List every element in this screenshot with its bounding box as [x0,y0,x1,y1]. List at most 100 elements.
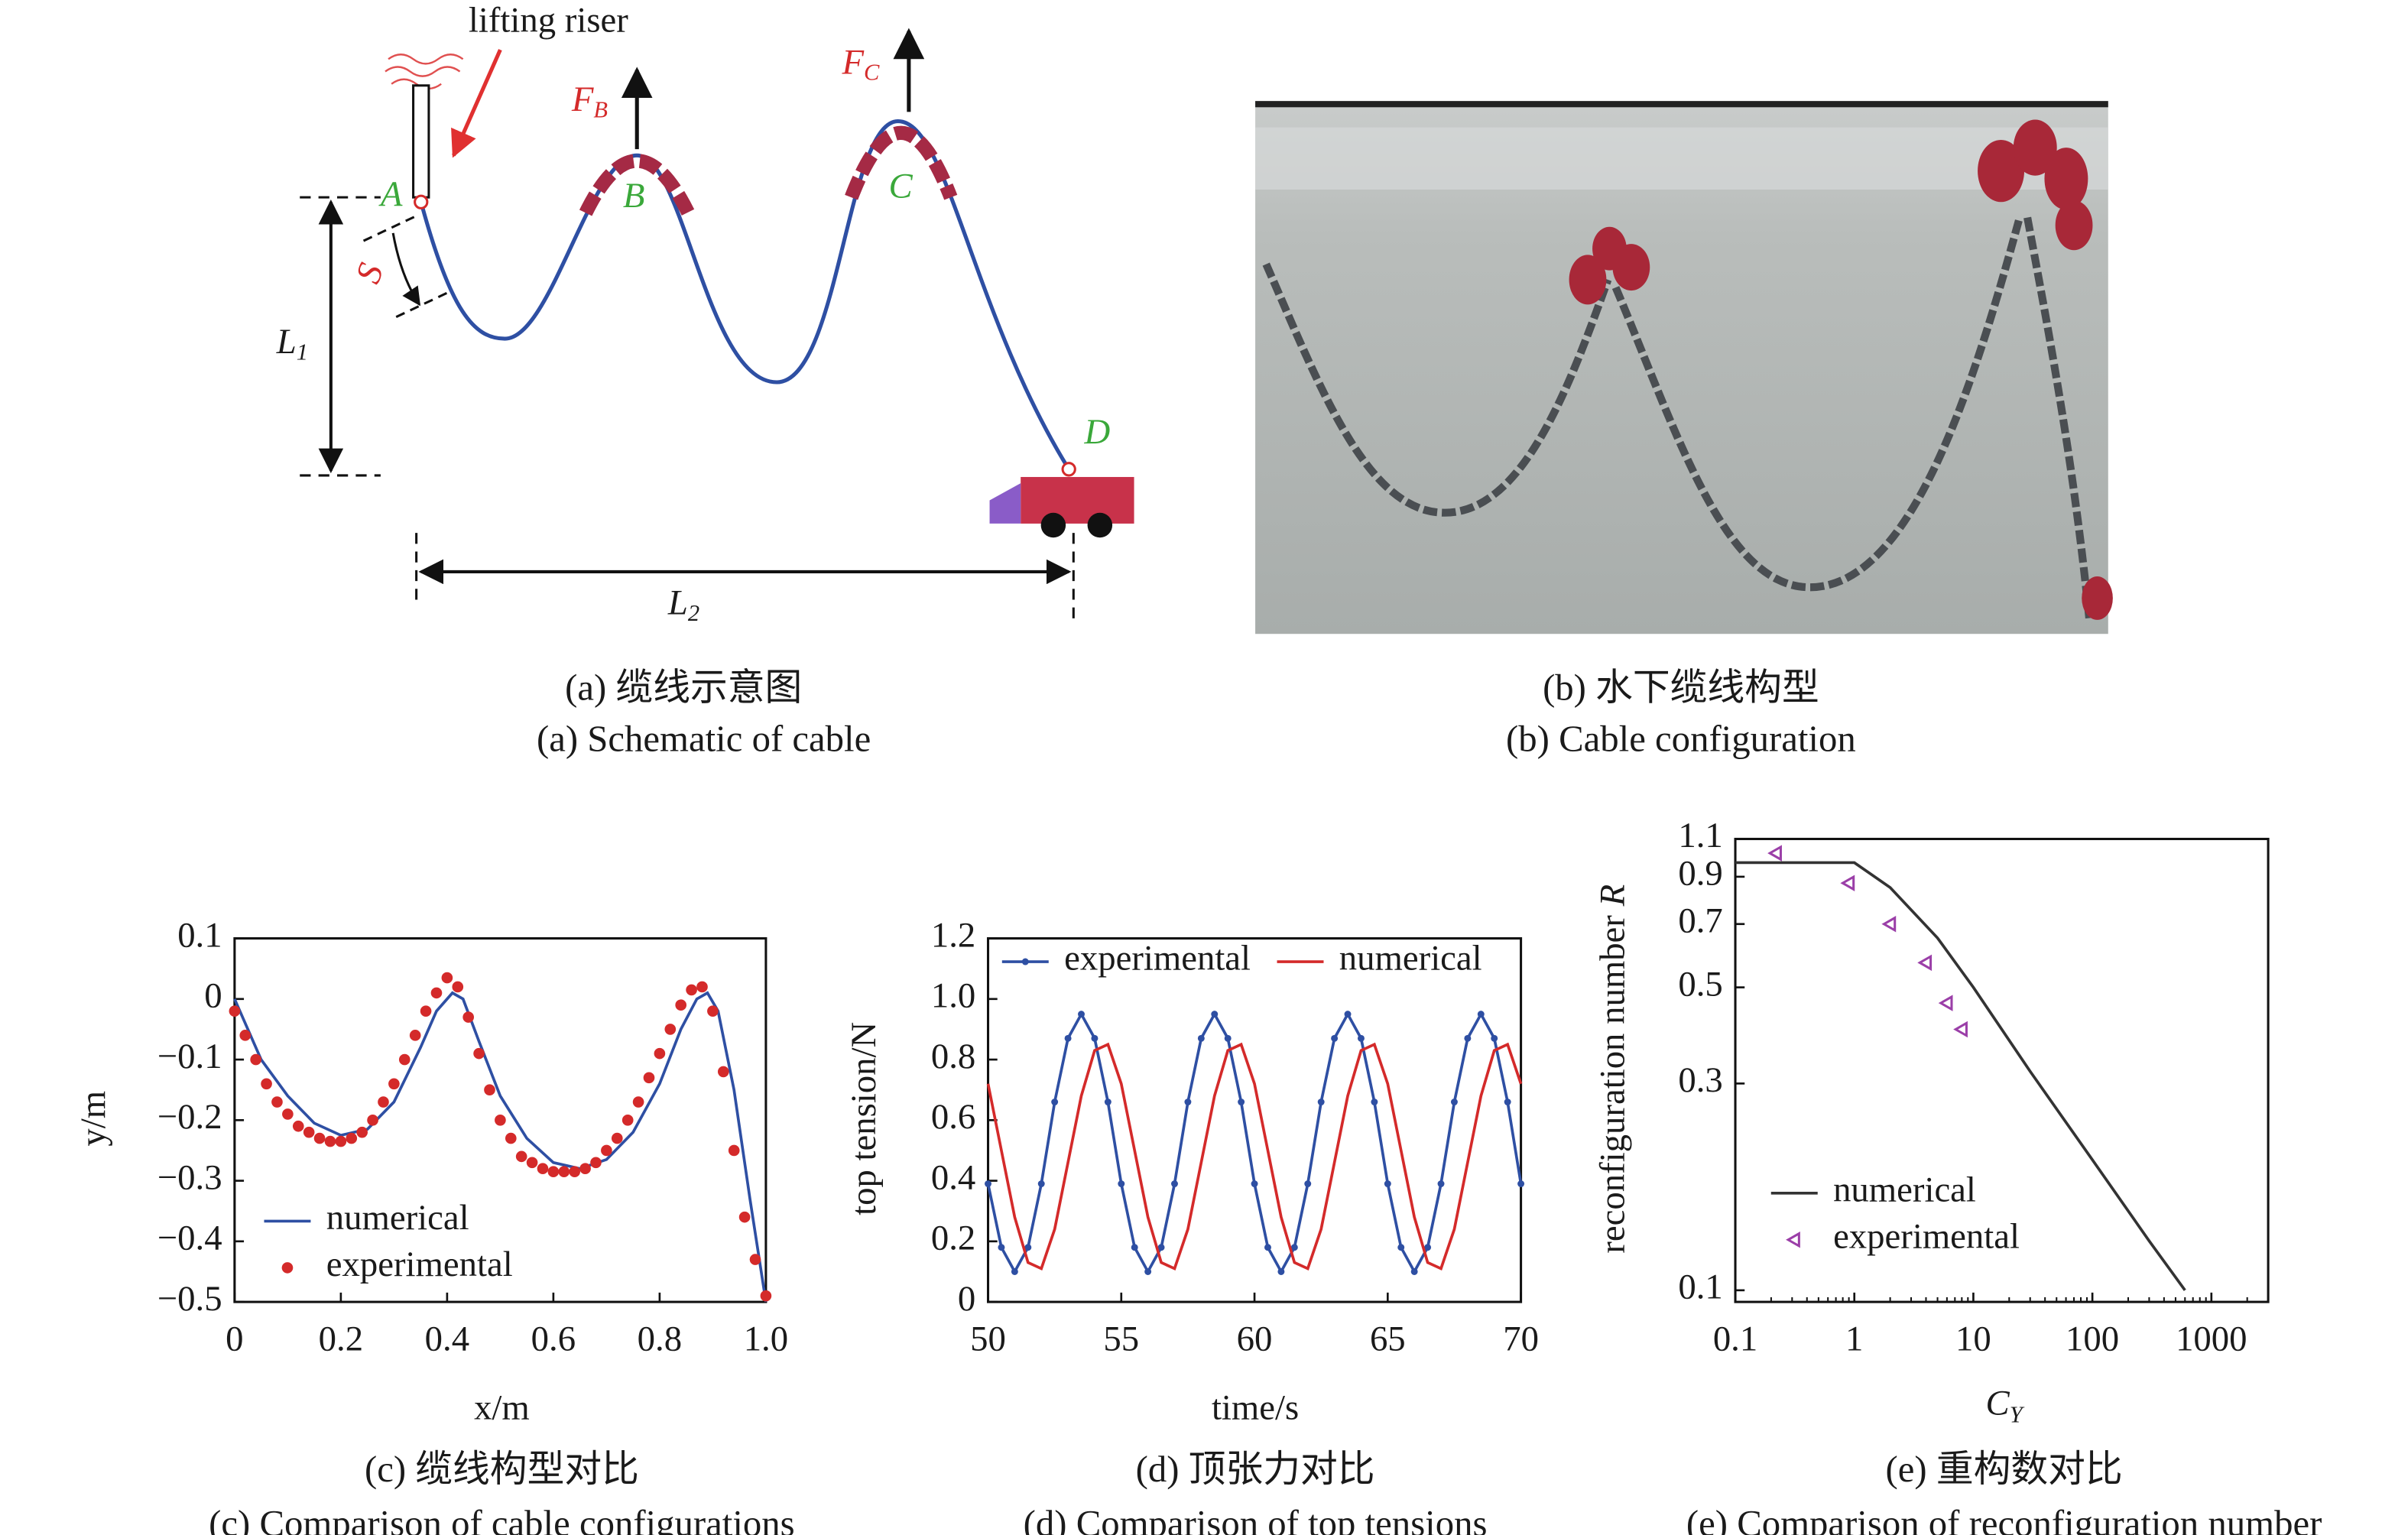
x-tick-label: 0 [226,1319,243,1359]
data-point [1078,1011,1085,1018]
data-point [601,1144,612,1157]
y-tick-label: 1.0 [931,976,975,1016]
dim-label-sub: 2 [688,600,699,626]
data-point [1840,875,1855,891]
data-point [271,1096,283,1108]
data-point [526,1157,538,1169]
data-point [1938,995,1953,1011]
data-point [1011,1267,1018,1275]
dim-tick [395,289,453,319]
x-axis-label-main: time/s [1212,1387,1299,1427]
series-line [233,991,768,1303]
data-point [1157,1244,1165,1251]
x-tick-label: 0.2 [319,1319,363,1359]
legend-swatch [281,1262,294,1274]
plot-frame [1734,837,2270,1303]
dim-label-main: L [667,583,688,622]
y-tick-label: −0.5 [157,1279,222,1319]
data-point [367,1115,378,1126]
data-point [1118,1180,1125,1188]
x-axis-label-main: x/m [474,1387,530,1427]
x-tick-label: 0.1 [1713,1319,1757,1359]
y-tick-label: 0.4 [931,1157,975,1197]
vehicle-wedge [989,483,1021,524]
chart: 50 55 60 65 70 0 0.2 0.4 0.6 0.8 1.0 1.2 time/s top t… [844,915,1539,1535]
y-tick-label: 0 [204,976,222,1016]
data-point [1491,1034,1498,1042]
data-point [356,1126,368,1138]
data-point [282,1108,294,1120]
caption-zh: (b) 水下缆线构型 [1543,667,1819,709]
force-label: FB [571,80,608,122]
x-axis-label: x/m [474,1387,530,1427]
data-point [611,1132,623,1144]
data-point [250,1053,261,1066]
force-label-main: F [841,42,864,82]
data-point [1357,1034,1365,1042]
wheel [1040,512,1066,538]
y-tick-label: 0.1 [1678,1267,1722,1307]
data-point [654,1047,666,1060]
data-point [1144,1267,1152,1275]
legend-label: experimental [1064,939,1251,978]
node-label: A [378,174,403,214]
x-tick-label: 100 [2066,1319,2119,1359]
data-point [1264,1244,1271,1251]
y-tick-label: 0.5 [1678,964,1722,1004]
chart: 0.1 1 10 100 10000.10.30.50.70.91.1CYreconfi… [1592,816,2322,1535]
y-axis-label: y/m [73,1091,113,1147]
buoy [1612,244,1650,291]
x-tick-label: 60 [1237,1319,1273,1359]
dim-tick [362,213,420,242]
data-point [1384,1180,1391,1188]
data-point [388,1078,400,1090]
caption-en: (c) Comparison of cable configurations [209,1503,794,1535]
x-tick-label: 70 [1503,1319,1539,1359]
caption-zh: (e) 重构数对比 [1886,1449,2123,1490]
caption-en: (a) Schematic of cable [537,719,871,760]
data-point [441,972,453,984]
data-point [1290,1244,1298,1251]
legend-label: numerical [1833,1170,1976,1210]
x-axis-label: time/s [1212,1387,1299,1427]
y-tick-label: 1.2 [931,915,975,955]
data-point [621,1115,634,1126]
data-point [1397,1244,1405,1251]
arc-arrow [391,232,421,307]
data-point [1317,1099,1325,1106]
dimension-L1: L1 [276,196,381,477]
data-point [1064,1034,1072,1042]
dim-label: L2 [667,583,699,625]
data-point [1131,1244,1138,1251]
data-point [1437,1180,1445,1188]
data-point [313,1132,326,1144]
caption-zh: (c) 缆线构型对比 [365,1449,639,1490]
data-point [1277,1267,1285,1275]
node-marker [1061,462,1076,477]
y-tick-label: 0.2 [931,1219,975,1258]
chart: 0 0.2 0.4 0.6 0.8 1.0 0.1 0 −0.1 −0.2 −0.3 −0.4 −0.5… [73,915,795,1535]
y-tick-label: 1.1 [1678,816,1722,855]
data-point [292,1120,304,1132]
x-axis-label-sub: Y [2010,1401,2025,1427]
data-point [717,1066,729,1078]
data-point [1251,1180,1258,1188]
y-tick-label: 0 [958,1279,975,1319]
data-point [558,1166,570,1178]
data-point [749,1254,761,1265]
data-point [590,1157,602,1169]
tank-edge [1255,101,2108,108]
data-point [1104,1099,1112,1106]
buoy [2055,200,2093,251]
y-axis-label: reconfiguration number R [1592,884,1632,1254]
y-tick-label: 0.7 [1678,901,1722,940]
y-tick-label: 0.6 [931,1097,975,1137]
wheel [1087,512,1113,538]
data-point [1953,1021,1968,1038]
caption-en: (d) Comparison of top tensions [1024,1503,1488,1535]
y-axis-label-main: top tension/N [844,1022,884,1215]
y-tick-label: 0.9 [1678,854,1722,894]
schematic: lifting riser FB FC A B C D L1 L2 [276,0,1134,760]
data-point [1881,916,1897,933]
data-point [1091,1034,1099,1042]
